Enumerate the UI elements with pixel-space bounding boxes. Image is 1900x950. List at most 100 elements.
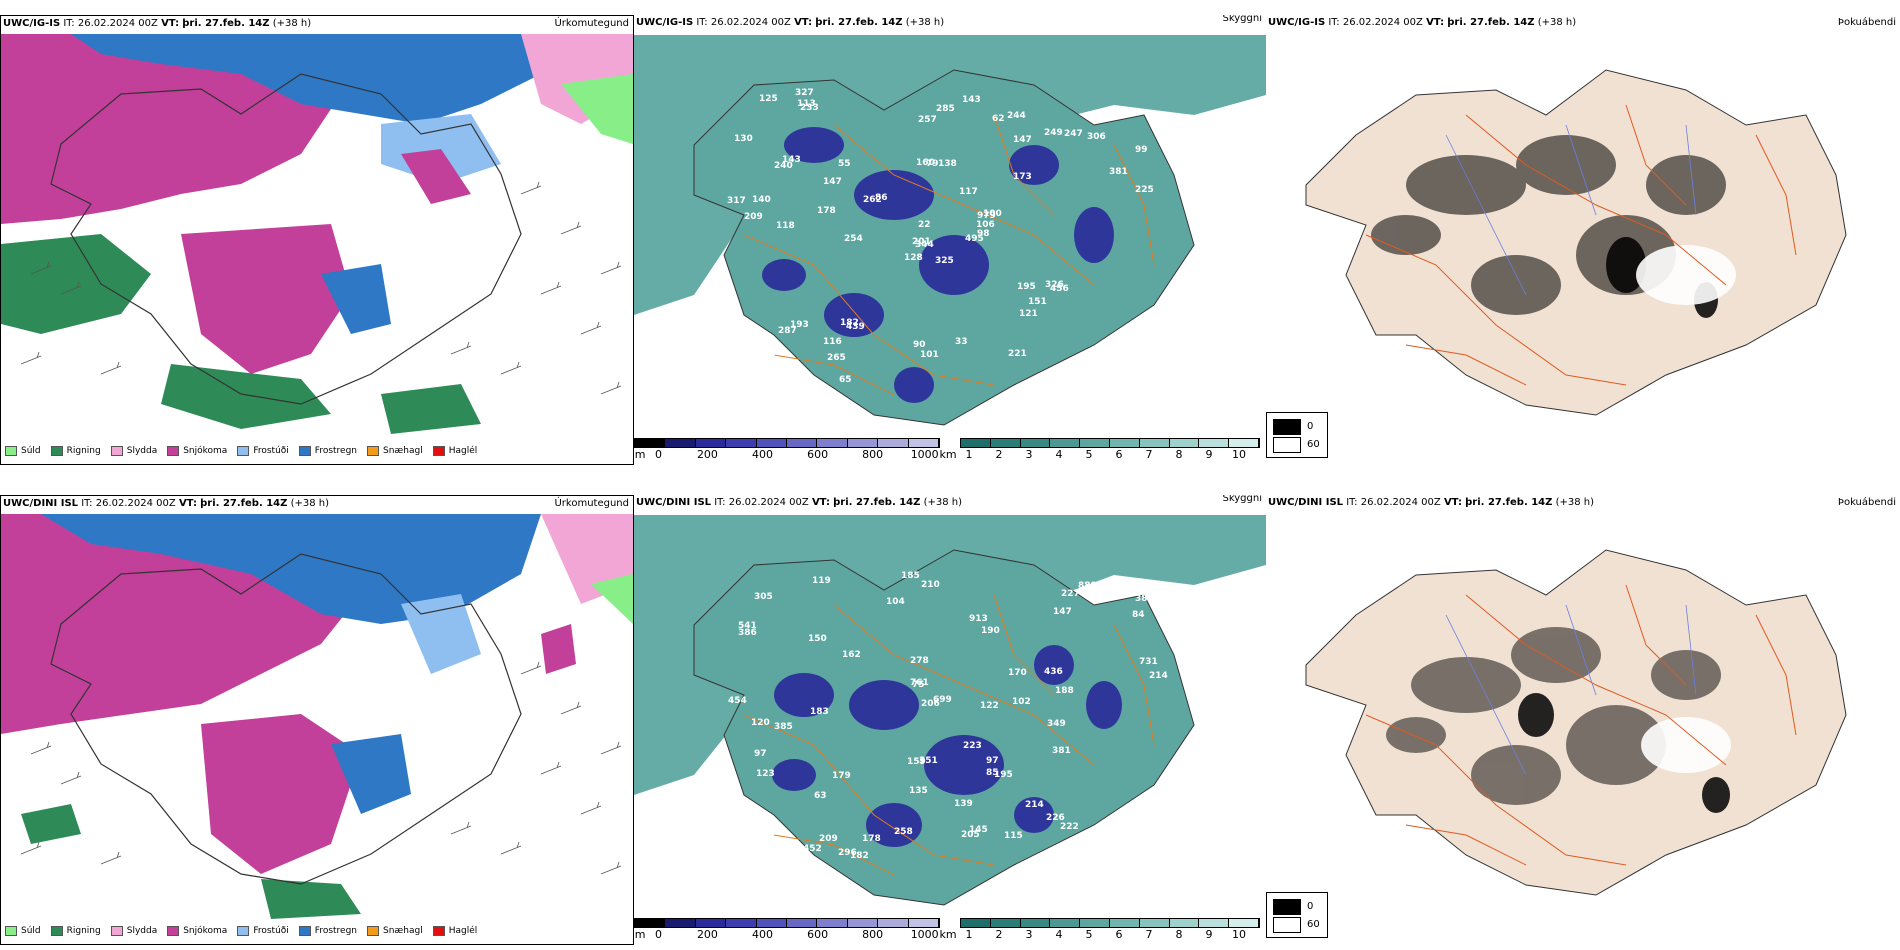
precip-map-1: [1, 34, 633, 444]
it-value: 26.02.2024 00Z: [1360, 497, 1441, 508]
cloud-base-label: 159: [907, 757, 926, 767]
panel-header: UWC/DINI ISL IT: 26.02.2024 00Z VT: þri.…: [3, 498, 329, 509]
precip-map-panel-1: UWC/IG-IS IT: 26.02.2024 00Z VT: þri. 27…: [0, 15, 634, 465]
tick-label: 5: [1085, 928, 1093, 941]
fog-legend-high: 0: [1307, 901, 1314, 912]
cloud-base-label: 386: [738, 628, 757, 638]
model-name: UWC/IG-IS: [636, 17, 694, 28]
cloud-base-label: 138: [938, 159, 957, 169]
legend-swatch: [237, 446, 250, 456]
cloud-base-label: 63: [814, 791, 827, 801]
cloud-base-label: 381: [1052, 746, 1071, 756]
cloud-base-label: 541: [738, 621, 757, 631]
cloud-base-label: 386: [1135, 594, 1154, 604]
tick-label: 1000: [910, 928, 939, 941]
cloud-map-panel-2: UWC/DINI ISL IT: 26.02.2024 00Z VT: þri.…: [634, 495, 1266, 945]
cloud-base-label: 381: [1109, 167, 1128, 177]
cloud-base-label: 244: [1007, 111, 1026, 121]
cloud-base-label: 122: [980, 701, 999, 711]
cloud-base-label: 125: [759, 94, 778, 104]
legend-item: Frostregn: [298, 446, 357, 456]
cloud-base-label: 143: [782, 155, 801, 165]
cloud-base-label: 185: [901, 571, 920, 581]
legend-item: Rigning: [50, 926, 101, 936]
cloud-base-label: 99: [1135, 145, 1148, 155]
vt-label: VT:: [1443, 497, 1462, 508]
tick-label: 9: [1205, 928, 1213, 941]
tick-label: 0: [654, 928, 662, 941]
cloud-base-label: 325: [935, 256, 954, 266]
cloud-base-label: 183: [810, 707, 829, 717]
panel-title: Úrkomutegund: [554, 498, 629, 509]
legend-item: Súld: [5, 446, 41, 456]
cloud-base-label: 761: [910, 678, 929, 688]
colorbar-swatches: [634, 918, 940, 928]
tick-label: 6: [1115, 448, 1123, 461]
cloud-base-label: 731: [1139, 657, 1158, 667]
cloud-base-label: 173: [1013, 172, 1032, 182]
cloud-base-label: 258: [894, 827, 913, 837]
legend-swatch: [5, 926, 17, 936]
fog-map-panel-1: UWC/IG-IS IT: 26.02.2024 00Z VT: þri. 27…: [1266, 15, 1900, 465]
panel-title: Úrkomutegund: [554, 18, 629, 29]
cloud-base-label: 151: [1028, 297, 1047, 307]
cloud-base-label: 241: [1123, 346, 1142, 356]
tick-label: 9: [1205, 448, 1213, 461]
panel-title: Þokuábendi: [1837, 17, 1896, 28]
cloud-base-label: 306: [1087, 132, 1106, 142]
tick-label: 4: [1055, 928, 1063, 941]
legend-swatch: [367, 926, 380, 936]
legend-item: Snæhagl: [367, 446, 423, 456]
tick-label: 10: [1232, 928, 1246, 941]
legend-label: Súld: [21, 926, 41, 936]
cloud-base-label: 121: [1019, 309, 1038, 319]
legend-label: Rigning: [66, 926, 101, 936]
cloud-base-label: 287: [778, 326, 797, 336]
cloud-base-label: 233: [800, 103, 819, 113]
cloud-base-label: 247: [1064, 129, 1083, 139]
cloud-base-label: 118: [776, 221, 795, 231]
cloud-base-label: 436: [1044, 667, 1063, 677]
cloud-base-label: 93: [787, 852, 800, 862]
cloud-base-label: 115: [1004, 831, 1023, 841]
lead-time: (+38 h): [272, 18, 312, 29]
tick-label: 1000: [910, 448, 939, 461]
tick-label: 6: [1115, 928, 1123, 941]
cloud-base-colorbar: m 0 200 400 600 800 1000: [634, 438, 940, 461]
model-name: UWC/DINI ISL: [3, 498, 79, 509]
cloud-base-label: 240: [774, 161, 793, 171]
fog-legend: 0 60: [1266, 412, 1328, 458]
legend-label: Súld: [21, 446, 41, 456]
colorbar-swatches: [634, 438, 940, 448]
cloud-base-label: 113: [797, 99, 816, 109]
cloud-base-label: 452: [803, 844, 822, 854]
tick-label: 400: [752, 448, 774, 461]
cloud-base-label: 699: [933, 695, 952, 705]
cloud-base-label: 160: [916, 158, 935, 168]
panel-header: UWC/IG-IS IT: 26.02.2024 00Z VT: þri. 27…: [1268, 17, 1576, 28]
cloud-base-label: 200: [1099, 863, 1118, 873]
tick-label: 800: [862, 928, 884, 941]
legend-label: Snjókoma: [183, 926, 228, 936]
cloud-base-label: 249: [1044, 128, 1063, 138]
cloud-base-label: 131: [1150, 845, 1169, 855]
fog-map-2: [1266, 515, 1900, 915]
legend-item: Haglél: [432, 926, 477, 936]
cloud-base-label: 147: [823, 177, 842, 187]
cloud-base-label: 135: [909, 786, 928, 796]
legend-item: Frostregn: [298, 926, 357, 936]
tick-label: 3: [1025, 448, 1033, 461]
tick-label: 7: [1145, 448, 1153, 461]
cloud-base-label: 145: [969, 825, 988, 835]
cloud-base-label: 79: [926, 159, 939, 169]
lead-time: (+38 h): [290, 498, 330, 509]
cloud-base-label: 97: [754, 749, 767, 759]
tick-label: 4: [1055, 448, 1063, 461]
it-value: 26.02.2024 00Z: [1342, 17, 1423, 28]
cloud-base-label: 222: [1060, 822, 1079, 832]
model-name: UWC/DINI ISL: [1268, 497, 1344, 508]
fog-legend-black-swatch: [1273, 419, 1301, 435]
cloud-map-2: 4542104363865412003851902788886993811853…: [634, 515, 1266, 915]
cloud-base-label: 170: [1008, 668, 1027, 678]
cloud-base-label: 104: [886, 597, 905, 607]
